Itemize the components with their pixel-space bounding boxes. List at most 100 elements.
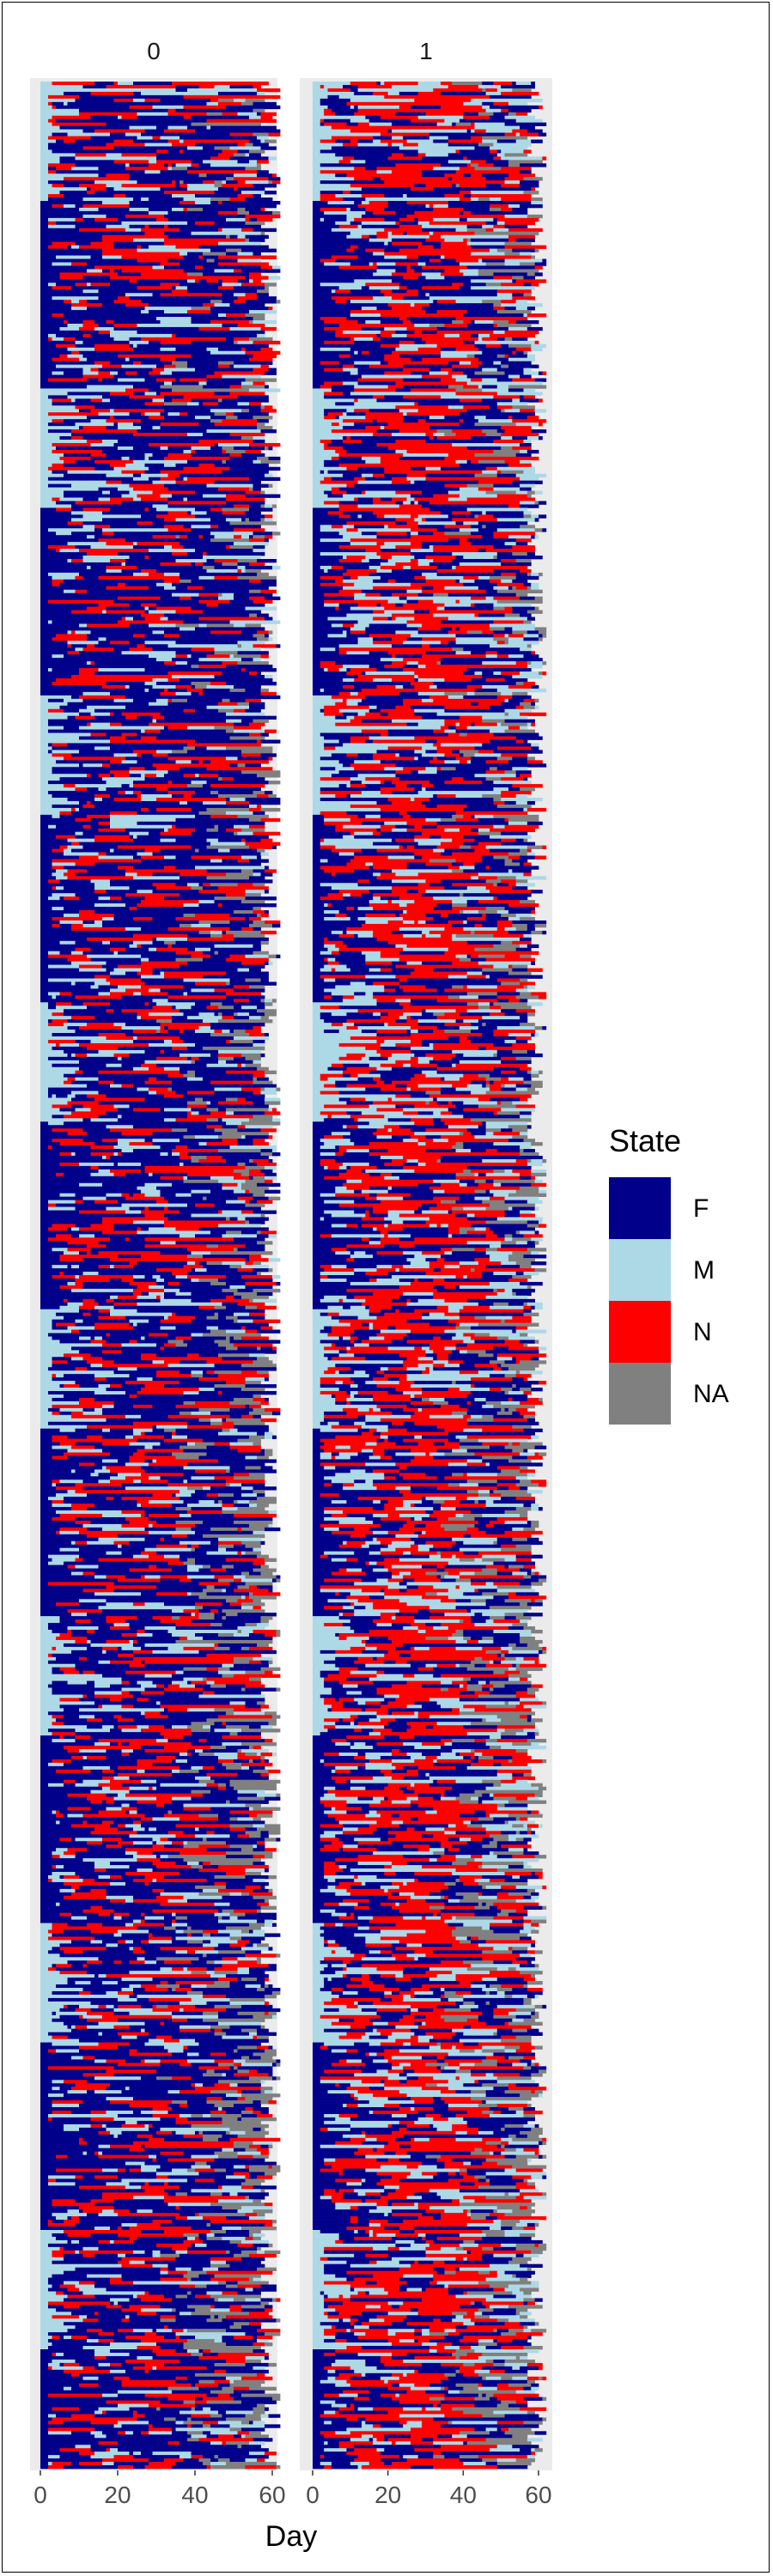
tile [110, 221, 122, 226]
tile [203, 412, 207, 416]
tile [245, 599, 253, 604]
tile [144, 668, 161, 672]
tile [260, 112, 277, 117]
tile [257, 586, 265, 591]
tile [210, 245, 219, 249]
tile [206, 781, 211, 785]
tile [229, 156, 238, 161]
tile [257, 739, 261, 744]
tile [156, 589, 168, 594]
tile [71, 143, 88, 147]
tile [187, 582, 199, 587]
tile [210, 756, 215, 761]
tile [152, 184, 168, 188]
tile [198, 258, 207, 263]
tile [195, 774, 199, 778]
tile [75, 647, 80, 652]
tile [67, 552, 83, 556]
tile [67, 746, 72, 750]
tile [191, 231, 207, 236]
tile [245, 231, 261, 236]
tile [137, 579, 149, 584]
tile [206, 405, 222, 410]
tile [106, 272, 119, 276]
tile [257, 603, 265, 607]
tile [82, 497, 99, 501]
tile [191, 695, 196, 700]
tile [56, 337, 60, 342]
tile [187, 378, 196, 382]
tile [237, 756, 253, 761]
tile [152, 715, 165, 720]
tile [52, 129, 68, 133]
tile [160, 494, 173, 498]
tile [48, 108, 64, 113]
tile [226, 163, 242, 167]
tile [48, 177, 64, 181]
tile [152, 490, 161, 495]
tile [167, 118, 173, 124]
tile [133, 617, 145, 621]
tile [203, 88, 215, 93]
tile [118, 453, 130, 458]
tile [71, 156, 76, 161]
tile [198, 665, 215, 669]
tile [214, 684, 227, 690]
tile [191, 538, 204, 543]
tile [52, 487, 57, 491]
tile [241, 658, 253, 662]
tile [67, 317, 83, 321]
tile [152, 756, 168, 761]
tile [129, 630, 134, 635]
tile [218, 579, 222, 584]
tile [172, 180, 176, 185]
tile [90, 248, 99, 252]
tile [90, 729, 99, 733]
tile [187, 402, 199, 406]
tile [167, 433, 173, 437]
tile [90, 565, 107, 570]
tile [237, 388, 250, 392]
tile [52, 234, 64, 240]
tile [198, 149, 204, 154]
tile [141, 310, 149, 314]
tile [156, 350, 173, 355]
tile [226, 518, 238, 522]
tile [234, 675, 250, 679]
tile [144, 490, 153, 495]
tile [118, 620, 134, 624]
tile [98, 296, 107, 301]
tile [102, 357, 111, 362]
tile [229, 84, 234, 89]
tile [121, 84, 137, 89]
tile [40, 343, 52, 349]
tile [149, 596, 161, 601]
tile [64, 395, 68, 399]
tile [79, 125, 91, 130]
tile [56, 416, 64, 420]
tile [149, 333, 153, 338]
tile [226, 732, 230, 737]
tile [52, 641, 60, 645]
tile [75, 272, 91, 276]
tile [160, 187, 168, 191]
tile [40, 688, 49, 693]
tile [144, 214, 161, 219]
tile [234, 88, 242, 93]
tile [276, 532, 281, 536]
tile [59, 405, 76, 410]
tile [56, 364, 72, 368]
tile [40, 784, 52, 788]
tile [156, 132, 173, 137]
tile [56, 170, 68, 174]
tile [133, 167, 149, 171]
tile [175, 300, 192, 304]
tile [229, 456, 238, 461]
tile [40, 661, 49, 665]
tile [237, 323, 253, 328]
tile [234, 191, 242, 195]
tile [71, 644, 76, 648]
tile [180, 572, 188, 577]
tile [90, 293, 99, 297]
tile [195, 217, 207, 222]
